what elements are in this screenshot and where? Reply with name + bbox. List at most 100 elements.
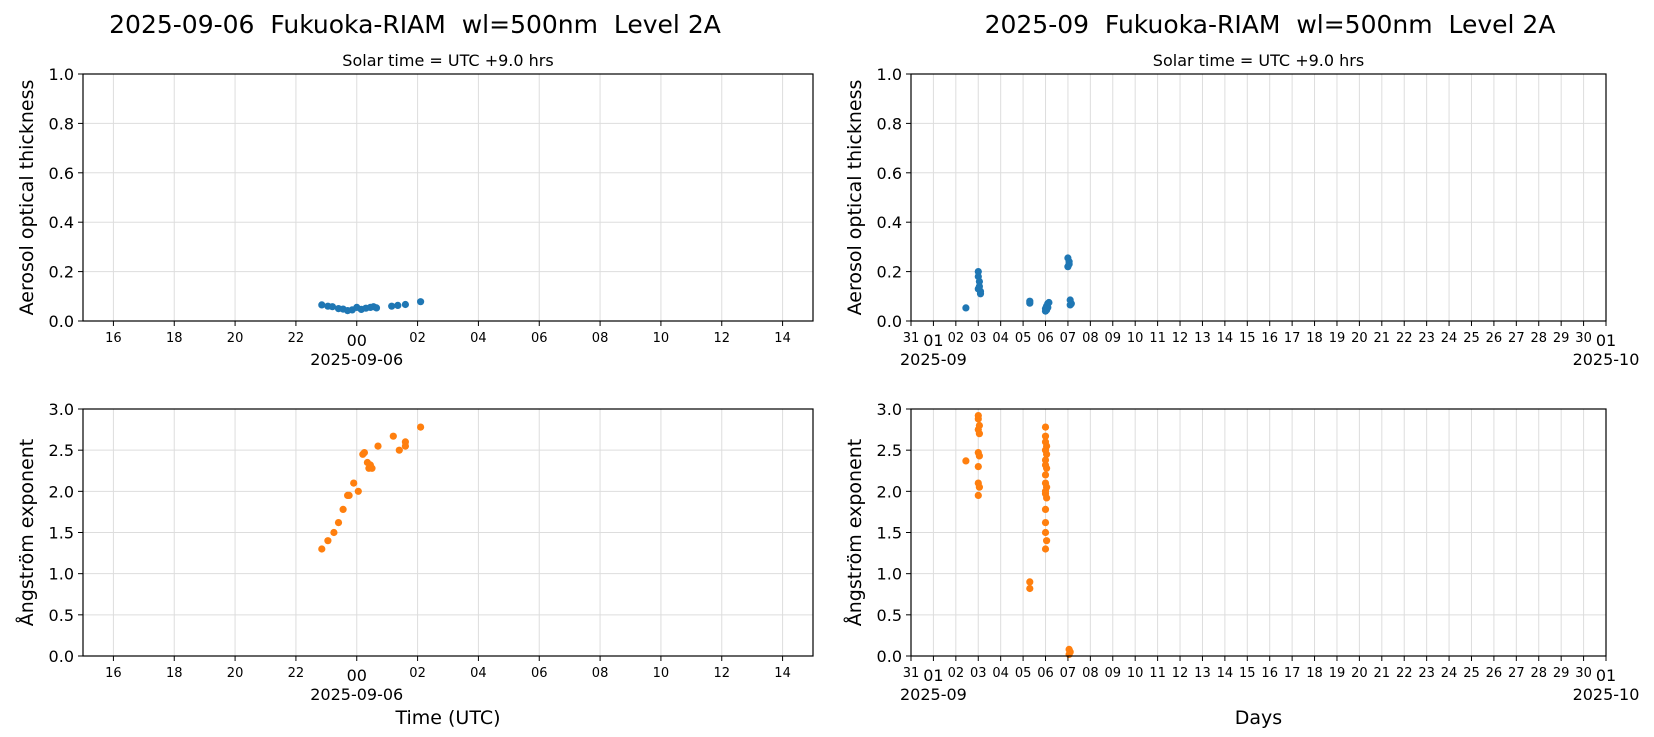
- data-point: [401, 442, 409, 450]
- data-point: [1043, 537, 1051, 545]
- x-tick-label: 06: [531, 331, 548, 346]
- x-tick-label: 14: [1217, 666, 1234, 681]
- x-tick-label: 31: [903, 331, 920, 346]
- data-point: [330, 528, 338, 537]
- x-tick-label: 11: [1149, 331, 1166, 346]
- data-point: [417, 423, 425, 431]
- x-tick-label: 06: [1037, 331, 1054, 346]
- x-tick-label: 27: [1508, 331, 1525, 346]
- data-point: [962, 457, 970, 465]
- x-tick-label: 06: [531, 666, 548, 681]
- data-point: [401, 300, 409, 309]
- x-tick-label: 16: [105, 331, 122, 346]
- y-tick-label: 0.5: [877, 606, 902, 625]
- x-tick-label: 02: [409, 666, 426, 681]
- y-tick-label: 0.6: [877, 164, 902, 183]
- x-tick-label: 12: [713, 666, 730, 681]
- y-tick-label: 1.0: [49, 565, 74, 584]
- x-tick-label: 15: [1239, 666, 1256, 681]
- x-tick-label: 07: [1060, 331, 1077, 346]
- x-tick-label: 00: [347, 331, 367, 350]
- x-tick-label: 03: [970, 666, 987, 681]
- y-tick-label: 2.0: [49, 482, 74, 501]
- data-point: [974, 463, 982, 471]
- data-point: [1066, 301, 1074, 309]
- plot-frame: [910, 73, 1607, 322]
- x-tick-label: 10: [653, 666, 670, 681]
- x-date-label-start: 2025-09: [900, 685, 967, 704]
- x-tick-label: 31: [903, 666, 920, 681]
- x-tick-label: 23: [1418, 666, 1435, 681]
- y-tick-label: 2.5: [49, 441, 74, 460]
- data-point: [389, 432, 397, 440]
- y-tick-label: 2.5: [877, 441, 902, 460]
- x-tick-label: 09: [1105, 331, 1122, 346]
- x-tick-label: 08: [1082, 666, 1099, 681]
- data-point: [1043, 464, 1051, 472]
- y-axis-label: Aerosol optical thickness: [844, 80, 866, 316]
- y-tick-label: 1.0: [877, 565, 902, 584]
- x-date-label-start: 2025-09: [900, 350, 967, 369]
- y-tick-label: 0.0: [877, 312, 902, 331]
- data-point: [360, 449, 368, 457]
- x-tick-label: 26: [1486, 666, 1503, 681]
- y-tick-label: 0.8: [49, 114, 74, 133]
- x-tick-label: 05: [1015, 666, 1032, 681]
- x-tick-label: 20: [227, 331, 244, 346]
- x-date-label-end: 2025-10: [1573, 685, 1640, 704]
- x-tick-label: 18: [166, 666, 183, 681]
- x-tick-label: 21: [1374, 666, 1391, 681]
- x-tick-label: 13: [1194, 331, 1211, 346]
- y-tick-label: 0.2: [49, 263, 74, 282]
- x-tick-label: 19: [1329, 666, 1346, 681]
- data-point: [1041, 505, 1050, 513]
- x-tick-label: 01: [923, 666, 943, 685]
- x-tick-label: 09: [1105, 666, 1122, 681]
- x-tick-label: 08: [1082, 331, 1099, 346]
- data-point: [372, 304, 381, 312]
- x-tick-label: 17: [1284, 666, 1301, 681]
- x-tick-label: 24: [1441, 666, 1458, 681]
- x-tick-label: 04: [992, 331, 1009, 346]
- x-tick-label: 25: [1463, 666, 1480, 681]
- chart-subtitle: Solar time = UTC +9.0 hrs: [1153, 51, 1364, 70]
- x-tick-label: 22: [1396, 331, 1413, 346]
- x-tick-label: 02: [948, 666, 965, 681]
- x-tick-label: 30: [1575, 666, 1592, 681]
- x-tick-label: 16: [105, 666, 122, 681]
- x-tick-label: 18: [1306, 666, 1323, 681]
- data-point: [1043, 494, 1051, 502]
- x-tick-label: 10: [1127, 331, 1144, 346]
- x-tick-label: 24: [1441, 331, 1458, 346]
- y-tick-label: 0.0: [49, 312, 74, 331]
- x-tick-label: 11: [1149, 666, 1166, 681]
- x-tick-label: 26: [1486, 331, 1503, 346]
- chart-subtitle: Solar time = UTC +9.0 hrs: [342, 51, 553, 70]
- data-point: [1026, 299, 1034, 307]
- daily-aod-chart: 0.0 0.2 0.4 0.6 0.8 1.0 16 18 20 22 00 02 04 06 08 10 12…: [16, 51, 814, 369]
- data-point: [974, 285, 982, 293]
- x-tick-label: 19: [1329, 331, 1346, 346]
- daily-angstrom-chart: 0.0 0.5 1.0 1.5 2.0 2.5 3.0 16 18 20 22 00 02 04 06 08 1…: [15, 400, 814, 729]
- x-tick-label: 08: [592, 666, 609, 681]
- data-point: [388, 302, 396, 310]
- x-tick-label: 03: [970, 331, 987, 346]
- y-tick-label: 0.0: [877, 647, 902, 666]
- data-point: [354, 487, 362, 495]
- x-tick-label: 14: [774, 666, 791, 681]
- y-tick-label: 1.5: [877, 524, 902, 543]
- x-tick-label: 23: [1418, 331, 1435, 346]
- x-axis-label: Time (UTC): [394, 707, 500, 729]
- left-figure-title: 2025-09-06 Fukuoka-RIAM wl=500nm Level 2…: [109, 10, 721, 39]
- monthly-aod-chart: 0.00.20.40.60.81.031 01 02 03 04 05 06 07 08 09 10…: [844, 51, 1639, 369]
- data-point: [1045, 298, 1053, 307]
- data-point: [350, 479, 358, 487]
- x-tick-label: 14: [1217, 331, 1234, 346]
- x-tick-label: 16: [1261, 666, 1278, 681]
- data-point: [1064, 263, 1072, 271]
- x-tick-label: 10: [653, 331, 670, 346]
- right-figure-title: 2025-09 Fukuoka-RIAM wl=500nm Level 2A: [984, 10, 1556, 39]
- data-point: [374, 442, 382, 450]
- data-point: [975, 430, 984, 438]
